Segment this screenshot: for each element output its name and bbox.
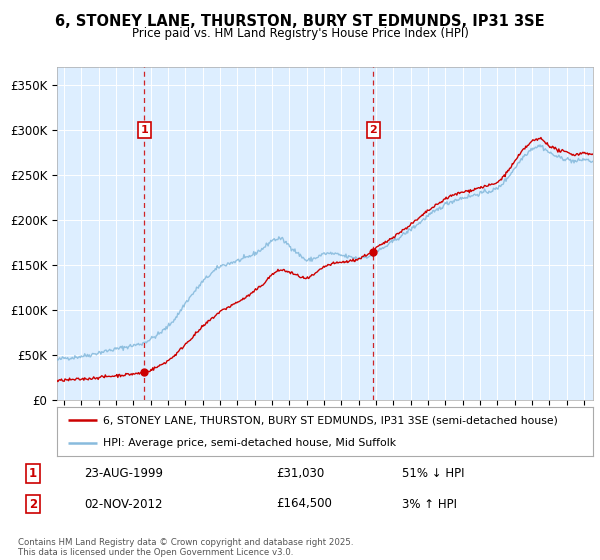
Text: £31,030: £31,030 <box>276 466 324 480</box>
Text: HPI: Average price, semi-detached house, Mid Suffolk: HPI: Average price, semi-detached house,… <box>103 438 395 448</box>
Text: 23-AUG-1999: 23-AUG-1999 <box>84 466 163 480</box>
Text: 51% ↓ HPI: 51% ↓ HPI <box>402 466 464 480</box>
Text: 02-NOV-2012: 02-NOV-2012 <box>84 497 163 511</box>
Text: Price paid vs. HM Land Registry's House Price Index (HPI): Price paid vs. HM Land Registry's House … <box>131 27 469 40</box>
Text: £164,500: £164,500 <box>276 497 332 511</box>
Text: 1: 1 <box>140 125 148 135</box>
Text: 6, STONEY LANE, THURSTON, BURY ST EDMUNDS, IP31 3SE: 6, STONEY LANE, THURSTON, BURY ST EDMUND… <box>55 14 545 29</box>
Text: 1: 1 <box>29 466 37 480</box>
Text: 6, STONEY LANE, THURSTON, BURY ST EDMUNDS, IP31 3SE (semi-detached house): 6, STONEY LANE, THURSTON, BURY ST EDMUND… <box>103 416 557 426</box>
Text: Contains HM Land Registry data © Crown copyright and database right 2025.
This d: Contains HM Land Registry data © Crown c… <box>18 538 353 557</box>
Text: 2: 2 <box>29 497 37 511</box>
Text: 3% ↑ HPI: 3% ↑ HPI <box>402 497 457 511</box>
Text: 2: 2 <box>370 125 377 135</box>
